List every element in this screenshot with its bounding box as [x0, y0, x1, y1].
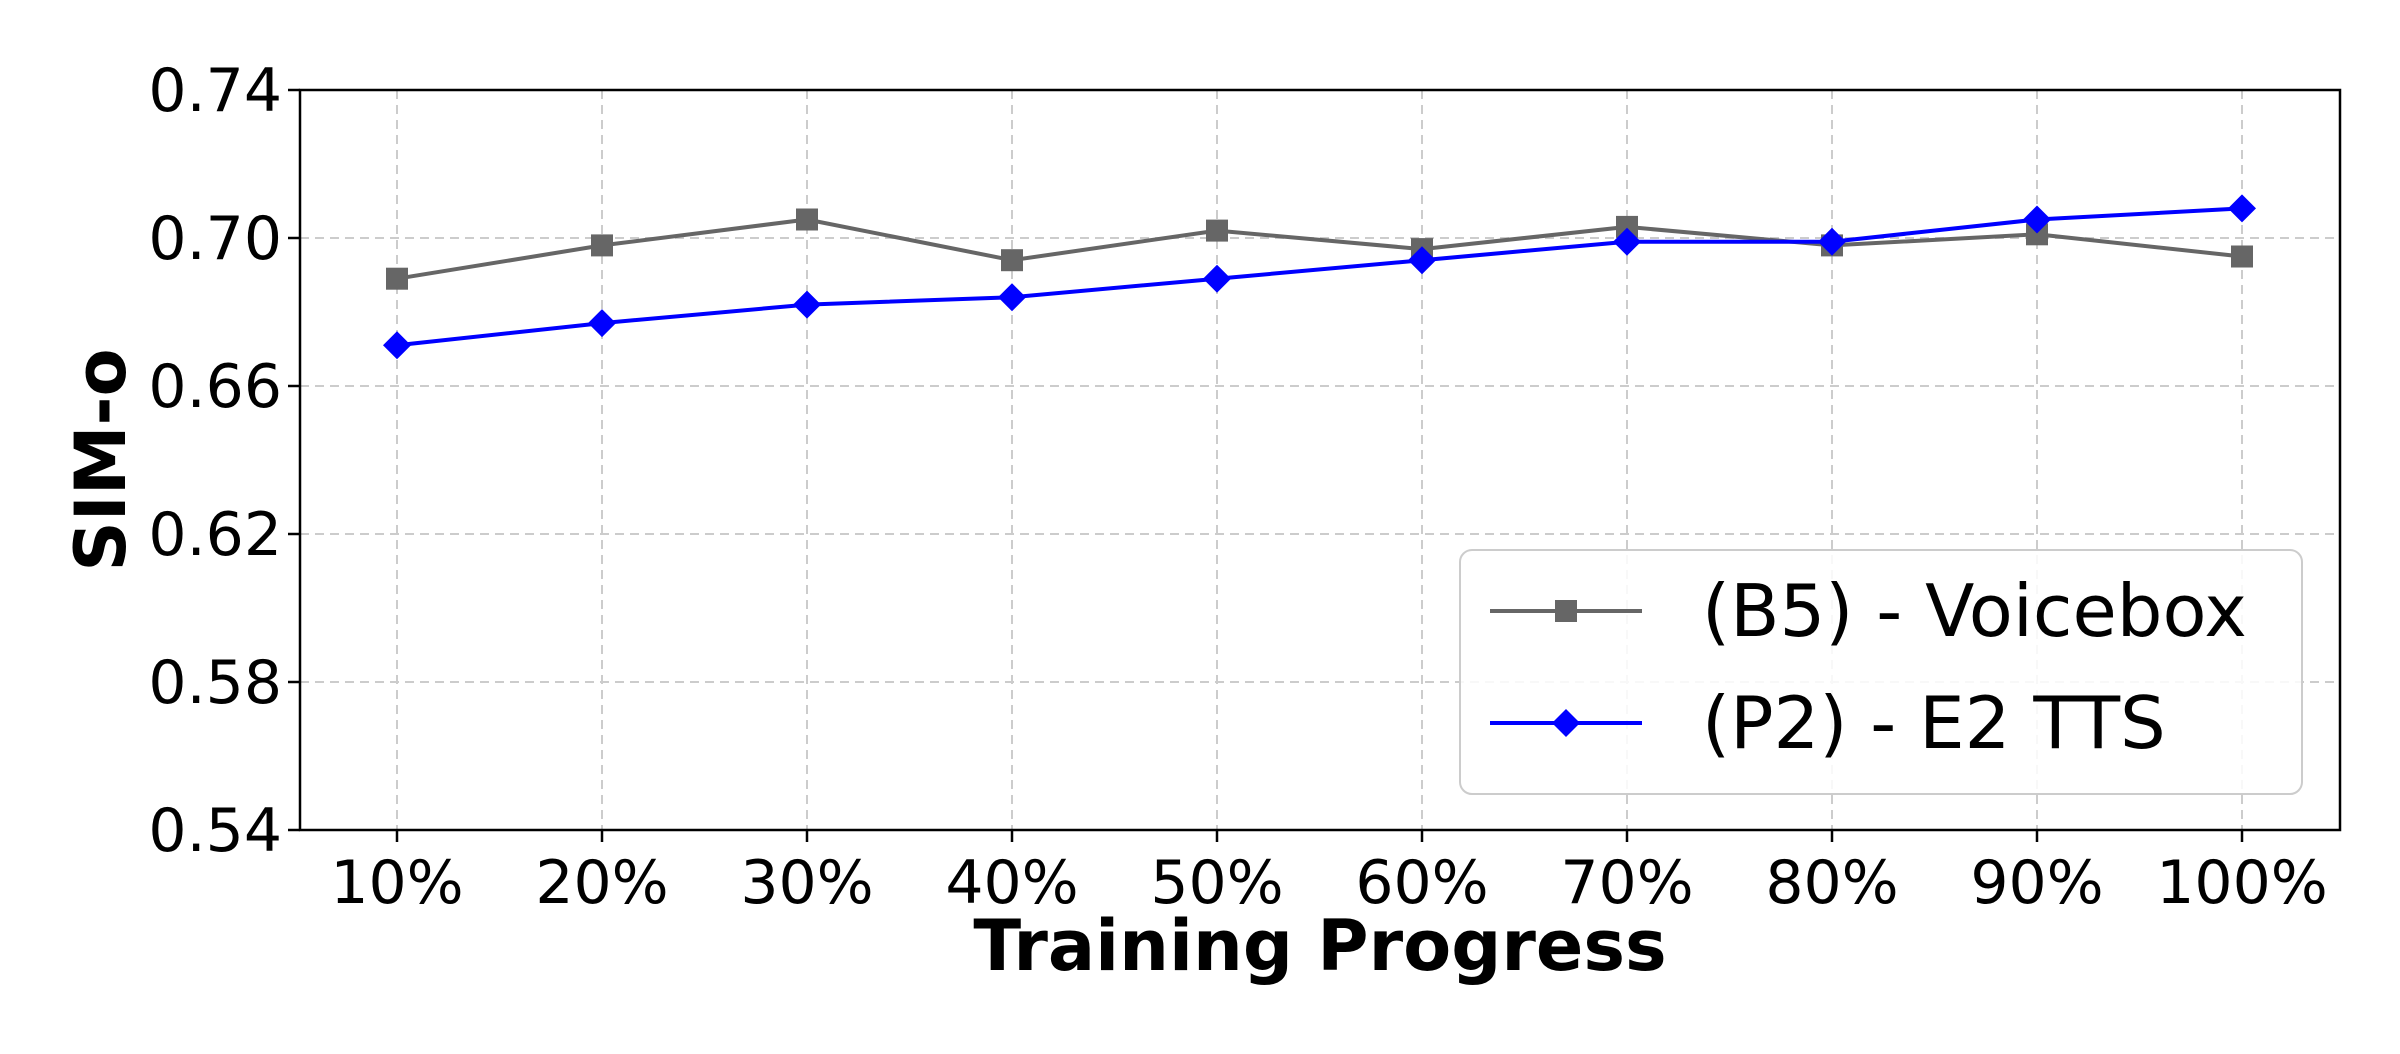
- x-tick-label: 100%: [2156, 848, 2328, 918]
- axis-ticks: 0.54 0.58 0.62 0.66 0.70 0.74 10% 20% 30% 40% 50% 6…: [148, 56, 2327, 918]
- x-tick-label: 20%: [535, 848, 668, 918]
- x-tick-label: 50%: [1150, 848, 1283, 918]
- plot-frame: [298, 88, 2342, 832]
- data-point: [591, 234, 613, 257]
- data-point: [998, 283, 1026, 312]
- legend-marker: [1552, 709, 1580, 737]
- series-1: [386, 208, 2253, 290]
- y-tick-label: 0.70: [148, 204, 282, 274]
- data-point: [1001, 249, 1023, 272]
- data-point: [2023, 205, 2051, 234]
- legend-label: (P2) - E2 TTS: [1702, 681, 2166, 765]
- series-line: [396, 206, 2243, 348]
- data-point: [588, 309, 616, 338]
- legend-label: (B5) - Voicebox: [1702, 569, 2247, 653]
- x-axis-title: Training Progress: [973, 905, 1666, 987]
- data-point: [1206, 219, 1228, 242]
- series-line: [396, 217, 2243, 281]
- series-layer: [383, 194, 2256, 360]
- y-tick-label: 0.66: [148, 352, 282, 422]
- data-point: [1203, 264, 1231, 293]
- data-point: [1613, 227, 1641, 256]
- data-point: [793, 290, 821, 319]
- y-tick-label: 0.54: [148, 796, 282, 866]
- y-tick-label: 0.58: [148, 648, 282, 718]
- legend-marker: [1555, 600, 1577, 622]
- data-point: [1408, 246, 1436, 275]
- x-tick-label: 80%: [1765, 848, 1898, 918]
- legend-box: [1459, 549, 2303, 795]
- legend-item: (B5) - Voicebox: [1490, 569, 2247, 653]
- x-tick-label: 40%: [945, 848, 1078, 918]
- data-point: [1818, 227, 1846, 256]
- x-tick-label: 90%: [1970, 848, 2103, 918]
- x-tick-label: 60%: [1355, 848, 1488, 918]
- x-tick-label: 10%: [330, 848, 463, 918]
- data-point: [2231, 245, 2253, 268]
- data-point: [386, 267, 408, 290]
- y-axis-title: SIM-o: [60, 348, 142, 571]
- legend: (B5) - Voicebox (P2) - E2 TTS: [1459, 549, 2303, 795]
- data-point: [1616, 215, 1638, 238]
- data-point: [2228, 194, 2256, 223]
- y-tick-label: 0.62: [148, 500, 282, 570]
- data-point: [2026, 223, 2048, 246]
- x-tick-label: 70%: [1560, 848, 1693, 918]
- series-2: [383, 194, 2256, 360]
- legend-item: (P2) - E2 TTS: [1490, 681, 2166, 765]
- y-tick-label: 0.74: [148, 56, 282, 126]
- data-point: [796, 208, 818, 231]
- data-point: [383, 331, 411, 360]
- x-tick-label: 30%: [740, 848, 873, 918]
